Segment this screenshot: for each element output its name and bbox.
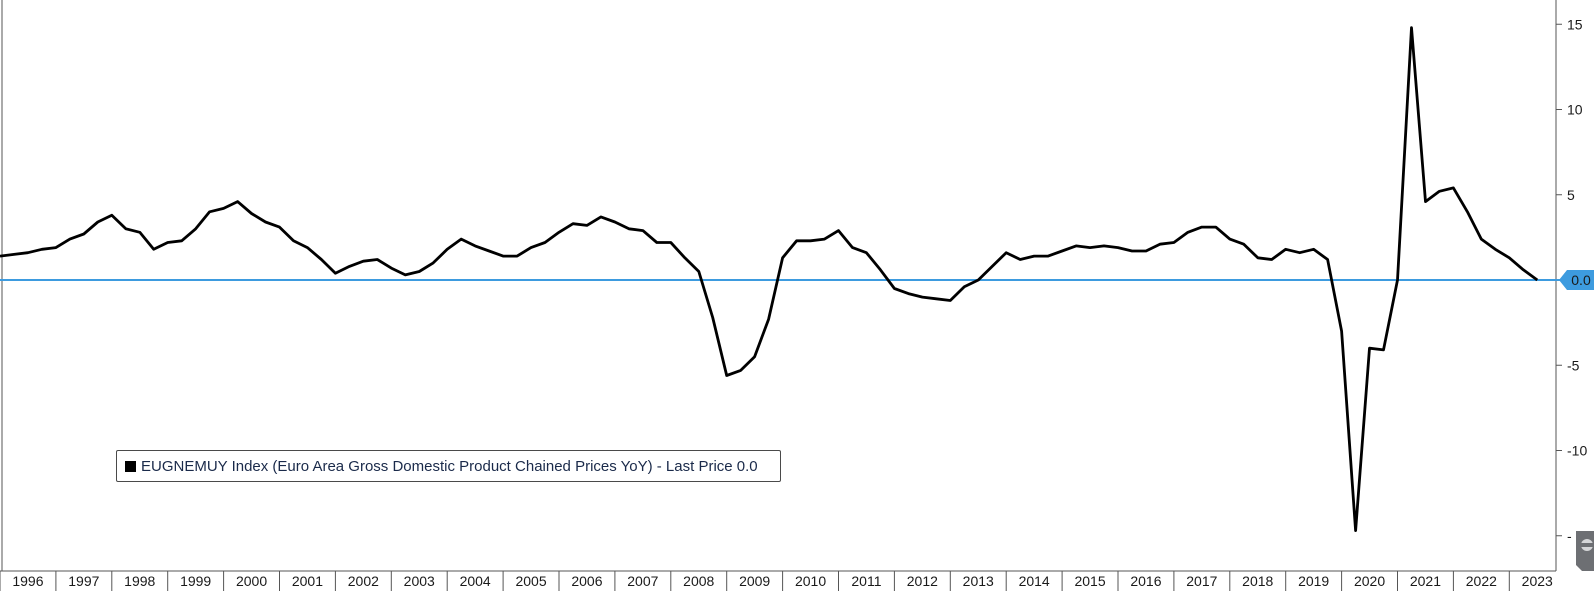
plot-frame bbox=[0, 0, 1557, 572]
x-tick-label: 2016 bbox=[1130, 573, 1161, 589]
x-tick-label: 1996 bbox=[12, 573, 43, 589]
last-price-value: 0.0 bbox=[1571, 272, 1591, 288]
x-tick-label: 1998 bbox=[124, 573, 155, 589]
x-tick-label: 2020 bbox=[1354, 573, 1385, 589]
x-tick-label: 1999 bbox=[180, 573, 211, 589]
x-tick-label: 2018 bbox=[1242, 573, 1273, 589]
x-tick-label: 2001 bbox=[292, 573, 323, 589]
x-tick-label: 2000 bbox=[236, 573, 267, 589]
legend-label: EUGNEMUY Index (Euro Area Gross Domestic… bbox=[141, 457, 758, 475]
x-tick-label: 2022 bbox=[1466, 573, 1497, 589]
x-tick-label: 2013 bbox=[963, 573, 994, 589]
x-tick-label: 2023 bbox=[1522, 573, 1553, 589]
chart-legend: EUGNEMUY Index (Euro Area Gross Domestic… bbox=[116, 450, 781, 482]
y-axis: 15 10 5 -5 -10 - bbox=[1556, 16, 1587, 544]
x-tick-label: 2009 bbox=[739, 573, 770, 589]
y-tick-label: - bbox=[1567, 528, 1572, 544]
y-tick-label: 5 bbox=[1567, 187, 1575, 203]
series-line-eugnemuy bbox=[0, 26, 1539, 532]
x-tick-label: 2002 bbox=[348, 573, 379, 589]
x-tick-label: 2005 bbox=[515, 573, 546, 589]
x-tick-label: 1997 bbox=[68, 573, 99, 589]
x-axis: 1996 1997 1998 1999 2000 2001 2002 2003 2004 2005… bbox=[0, 571, 1553, 591]
x-tick-label: 2021 bbox=[1410, 573, 1441, 589]
x-tick-label: 2008 bbox=[683, 573, 714, 589]
y-tick-label: 15 bbox=[1567, 16, 1583, 32]
last-price-badge bbox=[1559, 270, 1594, 290]
x-tick-label: 2019 bbox=[1298, 573, 1329, 589]
y-tick-label: -10 bbox=[1567, 443, 1587, 459]
x-tick-label: 2007 bbox=[627, 573, 658, 589]
x-tick-label: 2011 bbox=[851, 573, 881, 589]
y-tick-label: 10 bbox=[1567, 102, 1583, 118]
scroll-widget-icon[interactable] bbox=[1572, 531, 1594, 571]
x-tick-label: 2014 bbox=[1019, 573, 1050, 589]
x-tick-label: 2004 bbox=[460, 573, 491, 589]
last-price-tag: 0.0 bbox=[1559, 270, 1594, 290]
x-tick-label: 2017 bbox=[1186, 573, 1217, 589]
x-tick-label: 2006 bbox=[571, 573, 602, 589]
y-tick-label: -5 bbox=[1567, 357, 1580, 373]
x-tick-label: 2012 bbox=[907, 573, 938, 589]
x-tick-label: 2015 bbox=[1074, 573, 1105, 589]
x-tick-label: 2003 bbox=[404, 573, 435, 589]
x-tick-label: 2010 bbox=[795, 573, 826, 589]
legend-swatch bbox=[125, 460, 136, 472]
